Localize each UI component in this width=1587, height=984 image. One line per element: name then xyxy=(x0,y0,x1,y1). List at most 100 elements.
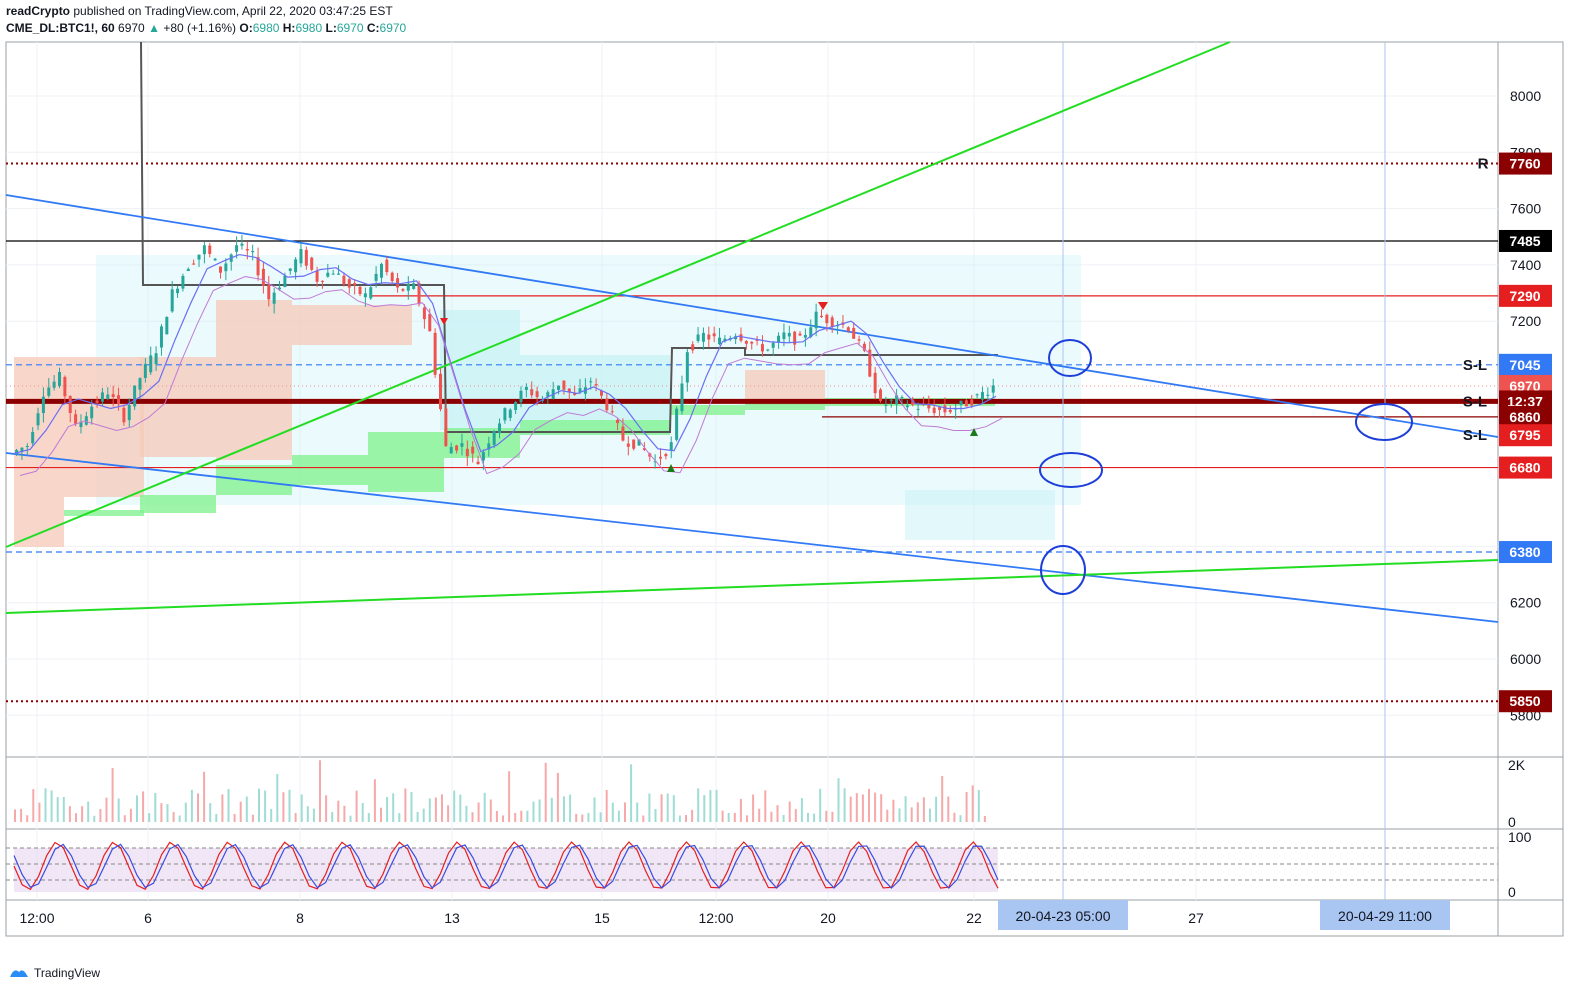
time-tick-label: 6 xyxy=(144,910,152,926)
candle-body xyxy=(106,394,110,399)
volume-bar xyxy=(642,815,645,822)
oscillator-tick: 100 xyxy=(1508,829,1532,845)
volume-bar xyxy=(746,815,748,822)
ichimoku-cloud-zones xyxy=(14,255,1081,547)
price-tag-7485 xyxy=(1499,229,1552,252)
candle-body xyxy=(873,372,877,394)
volume-bar xyxy=(508,771,511,822)
candle-body xyxy=(739,334,743,341)
candle-body xyxy=(691,344,695,351)
volume-bar xyxy=(660,794,663,822)
candle-body xyxy=(127,404,131,421)
volume-bar xyxy=(691,809,694,822)
symbol-label[interactable]: CME_DL:BTC1!, 60 xyxy=(6,21,115,35)
volume-bar xyxy=(703,795,706,822)
volume-bar xyxy=(361,802,364,822)
volume-bar xyxy=(325,795,328,822)
candle-body xyxy=(47,387,51,396)
candle-body xyxy=(331,273,335,275)
price-tag-label: 6795 xyxy=(1509,427,1540,443)
candle-body xyxy=(637,439,641,446)
volume-bar xyxy=(648,793,651,822)
volume-bar xyxy=(294,813,297,822)
ichimoku-green-cloud xyxy=(216,465,292,495)
volume-bar xyxy=(910,807,913,822)
candle-body xyxy=(342,275,346,285)
price-tick-label: 7200 xyxy=(1510,313,1541,329)
price-tag-7045 xyxy=(1499,353,1552,376)
high-value: 6980 xyxy=(295,21,323,35)
price-tag-label: 7760 xyxy=(1509,156,1540,172)
volume-bar xyxy=(20,808,23,822)
candle-body xyxy=(621,426,625,441)
candle-body xyxy=(358,286,362,295)
candle-body xyxy=(782,332,786,340)
time-tick-label: 22 xyxy=(966,910,982,926)
sell-signal-icon xyxy=(818,302,828,310)
volume-bar xyxy=(971,785,974,822)
volume-bar xyxy=(556,772,559,822)
candle-body xyxy=(868,349,872,377)
oscillator-tick: 0 xyxy=(1508,884,1516,900)
tradingview-footer[interactable]: TradingView xyxy=(8,966,100,980)
volume-bar xyxy=(264,790,267,822)
volume-bar xyxy=(373,779,376,822)
time-tick-label: 8 xyxy=(296,910,304,926)
volume-bar xyxy=(26,815,29,822)
candle-body xyxy=(401,288,405,291)
candle-body xyxy=(809,327,813,338)
volume-bar xyxy=(441,794,443,822)
volume-tick: 2K xyxy=(1508,757,1526,773)
volume-bar xyxy=(776,805,779,822)
candle-body xyxy=(562,380,566,390)
candle-body xyxy=(143,363,147,378)
volume-bar xyxy=(819,788,822,822)
candle-body xyxy=(267,284,271,300)
moving-average-line xyxy=(13,253,997,455)
volume-bar xyxy=(617,810,620,822)
candle-body xyxy=(133,385,137,407)
candle-body xyxy=(599,390,603,396)
candle-body xyxy=(787,332,791,337)
ichimoku-green-cloud xyxy=(368,432,444,492)
volume-bar xyxy=(44,788,47,822)
volume-bar xyxy=(855,793,858,822)
volume-bar xyxy=(770,811,773,822)
candle-body xyxy=(154,353,158,365)
candle-body xyxy=(664,454,668,457)
candle-body xyxy=(417,283,421,305)
volume-bar xyxy=(581,814,584,822)
date-marker-label: 20-04-29 11:00 xyxy=(1338,908,1432,924)
candle-body xyxy=(905,405,909,408)
candle-body xyxy=(519,390,523,403)
candle-body xyxy=(970,399,974,406)
candle-body xyxy=(58,372,62,386)
candle-body xyxy=(610,411,614,413)
candle-body xyxy=(707,334,711,340)
volume-bar xyxy=(160,803,163,822)
candle-body xyxy=(938,407,942,410)
candle-body xyxy=(197,254,201,260)
candle-body xyxy=(927,403,931,409)
volume-bar xyxy=(788,801,791,822)
volume-bar xyxy=(453,790,456,822)
volume-bar xyxy=(203,771,206,822)
tradingview-logo-icon xyxy=(10,970,28,977)
volume-bar xyxy=(349,815,352,822)
candle-body xyxy=(750,341,754,344)
buy-signal-icon xyxy=(970,428,978,436)
candle-body xyxy=(455,445,459,451)
author-name[interactable]: readCrypto xyxy=(6,4,71,18)
candle-body xyxy=(213,258,217,261)
volume-bar xyxy=(215,813,218,822)
candle-body xyxy=(959,400,963,405)
date-marker-box xyxy=(998,900,1128,930)
volume-bar xyxy=(922,797,925,822)
candle-body xyxy=(433,332,437,375)
level-note: R xyxy=(1478,156,1489,173)
volume-bar xyxy=(794,809,797,822)
candle-body xyxy=(884,404,888,406)
candle-body xyxy=(25,446,29,448)
